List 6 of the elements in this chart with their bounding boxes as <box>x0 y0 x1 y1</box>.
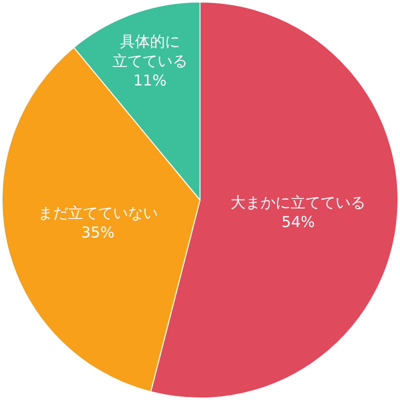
data-label: 54% <box>282 213 315 232</box>
data-label: 11% <box>133 71 167 90</box>
slice-label: まだ立てていない <box>38 204 158 222</box>
data-label: 35% <box>81 224 114 242</box>
slice-label: 大まかに立てている <box>230 194 366 212</box>
slice-label: 具体的に立てている <box>112 32 188 70</box>
